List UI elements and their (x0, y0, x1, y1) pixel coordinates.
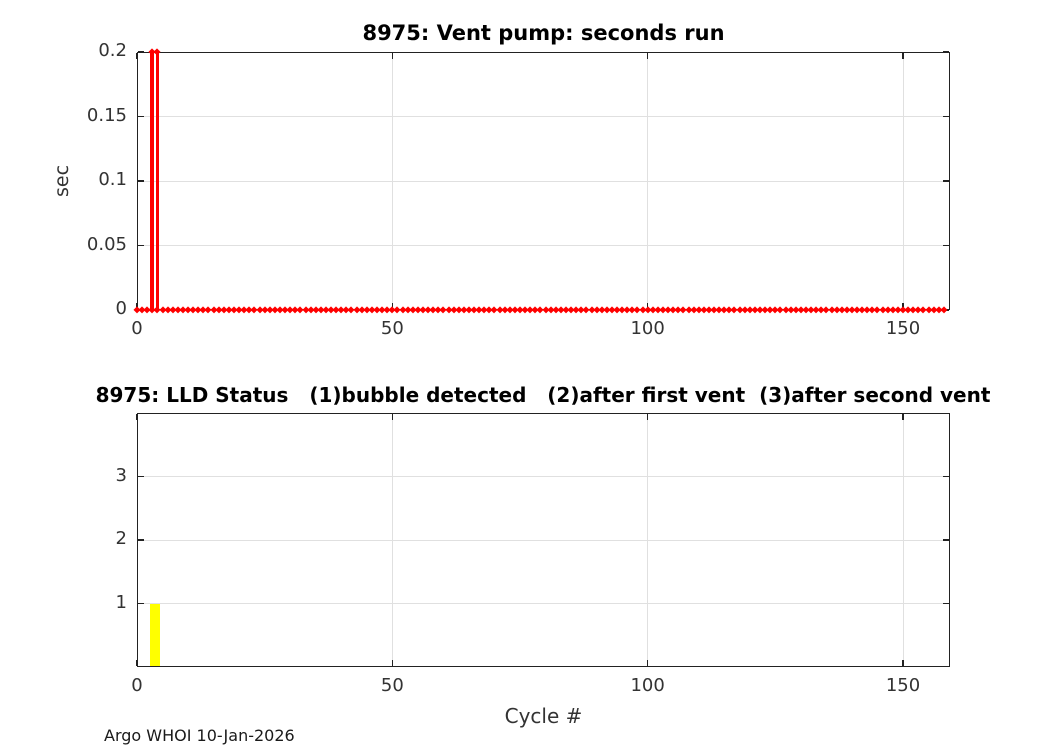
x-tick-mark (646, 660, 649, 666)
status-bar (149, 603, 155, 666)
x-tick-label: 0 (131, 318, 143, 339)
y-gridline (138, 476, 949, 477)
x-tick-label: 0 (131, 675, 143, 696)
y-tick-mark (943, 51, 949, 53)
plot2-title: 8975: LLD Status (1)bubble detected (2)a… (95, 383, 991, 407)
y-tick-mark (138, 602, 144, 605)
y-tick-mark (138, 180, 144, 182)
x-tick-label: 100 (630, 675, 665, 696)
y-gridline (138, 116, 949, 117)
y-gridline (138, 180, 949, 182)
x-tick-mark (902, 414, 904, 420)
y-tick-mark (943, 244, 949, 247)
y-tick-mark (138, 51, 144, 53)
y-tick-mark (943, 602, 949, 605)
x-tick-mark (391, 414, 394, 420)
x-tick-mark (902, 303, 904, 309)
plot2-axes-lld-status (137, 413, 950, 667)
x-tick-mark (391, 53, 394, 59)
y-tick-label: 2 (115, 528, 127, 549)
y-tick-mark (943, 539, 949, 541)
y-tick-label: 0 (115, 298, 127, 319)
y-tick-label: 3 (115, 464, 127, 486)
x-tick-label: 150 (885, 675, 921, 696)
status-bar (154, 603, 160, 666)
y-tick-mark (138, 244, 144, 247)
y-tick-mark (943, 115, 949, 118)
footer-text: Argo WHOI 10-Jan-2026 (104, 726, 295, 745)
stem-line (155, 52, 160, 310)
y-tick-mark (138, 475, 144, 478)
plot1-y-axis-label: sec (51, 164, 73, 198)
x-tick-mark (902, 53, 904, 59)
x-tick-mark (646, 53, 649, 59)
y-tick-label: 0.2 (98, 40, 127, 61)
y-tick-label: 1 (115, 591, 127, 613)
x-tick-label: 150 (885, 318, 921, 339)
x-tick-mark (646, 414, 649, 420)
y-tick-label: 0.15 (86, 104, 127, 126)
plot1-title: 8975: Vent pump: seconds run (362, 21, 725, 45)
y-tick-mark (943, 475, 949, 478)
x-axis-label: Cycle # (504, 704, 583, 728)
x-tick-mark (136, 303, 138, 309)
y-gridline (138, 245, 949, 246)
stem-line (150, 52, 155, 310)
y-tick-mark (138, 115, 144, 118)
plot1-axes-vent-pump (137, 52, 950, 310)
x-tick-mark (391, 303, 394, 309)
x-tick-label: 50 (380, 675, 404, 696)
y-tick-label: 0.05 (86, 233, 127, 255)
x-tick-label: 50 (380, 318, 404, 339)
x-tick-mark (902, 660, 904, 666)
x-tick-mark (646, 303, 649, 309)
x-tick-mark (136, 660, 138, 666)
y-tick-mark (943, 180, 949, 182)
y-gridline (138, 603, 949, 604)
x-tick-label: 100 (630, 318, 665, 339)
x-tick-mark (391, 660, 394, 666)
x-tick-mark (136, 53, 138, 59)
y-gridline (138, 539, 949, 541)
x-tick-mark (136, 414, 138, 420)
y-tick-label: 0.1 (98, 169, 127, 190)
y-tick-mark (138, 539, 144, 541)
